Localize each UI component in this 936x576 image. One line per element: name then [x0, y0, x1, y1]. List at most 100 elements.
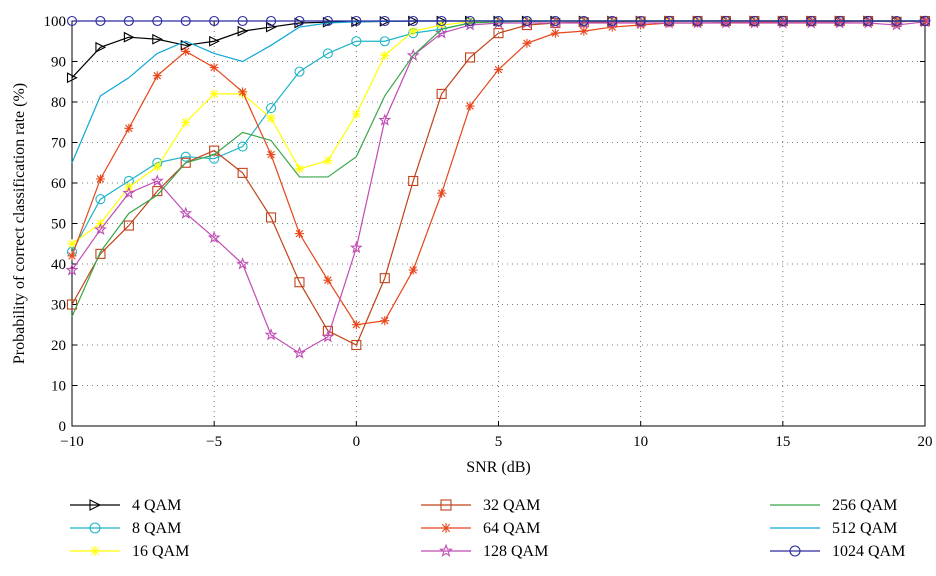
data-point: [95, 15, 106, 27]
legend-label: 128 QAM: [483, 543, 548, 560]
x-tick-label: −5: [206, 434, 222, 450]
data-point: [65, 263, 79, 276]
data-point: [66, 72, 78, 84]
data-point: [265, 15, 277, 27]
legend-label: 64 QAM: [483, 520, 540, 537]
legend-item: 16 QAM: [70, 543, 189, 560]
x-tick-label: 20: [918, 434, 933, 450]
legend-label: 1024 QAM: [832, 543, 905, 560]
y-tick-label: 30: [51, 298, 66, 314]
data-point: [918, 15, 932, 28]
data-point: [635, 15, 646, 27]
grid: [72, 21, 925, 426]
x-tick-label: 10: [633, 434, 648, 450]
legend-item: 64 QAM: [421, 520, 540, 537]
y-tick-label: 40: [51, 257, 66, 273]
data-point: [237, 141, 248, 152]
data-point: [436, 15, 447, 27]
x-axis-title: SNR (dB): [466, 459, 530, 476]
data-point: [89, 499, 102, 511]
data-point: [749, 15, 760, 27]
data-point: [493, 15, 504, 27]
data-point: [181, 46, 191, 56]
data-point: [408, 175, 419, 187]
data-point: [720, 15, 732, 27]
data-point: [67, 251, 77, 261]
data-point: [209, 63, 219, 73]
data-point: [294, 229, 304, 239]
data-point: [408, 26, 418, 36]
data-point: [265, 103, 277, 114]
data-point: [380, 50, 390, 60]
data-point: [122, 186, 136, 199]
series-64-qam: [67, 16, 930, 330]
y-tick-label: 60: [51, 176, 66, 192]
data-point: [465, 15, 476, 27]
axis-ticks: −10 −5 0 5 10 15 20 0 10 20 30 40 50 60 70 80 90 100: [44, 14, 933, 450]
legend-label: 16 QAM: [132, 543, 189, 560]
data-point: [180, 15, 191, 27]
data-point: [494, 65, 503, 75]
series-layer: [65, 15, 932, 359]
data-point: [322, 15, 333, 27]
data-point: [379, 15, 390, 27]
y-tick-label: 90: [51, 55, 66, 71]
data-point: [66, 299, 78, 310]
data-point: [550, 15, 561, 27]
legend-item: 128 QAM: [421, 543, 548, 560]
data-point: [522, 38, 532, 48]
data-point: [207, 230, 221, 244]
data-point: [550, 28, 560, 38]
data-point: [351, 320, 361, 330]
data-point: [789, 545, 801, 557]
data-point: [607, 15, 618, 27]
y-tick-label: 100: [44, 14, 67, 30]
data-point: [323, 156, 333, 166]
data-point: [94, 222, 107, 236]
data-point: [236, 257, 250, 270]
data-point: [465, 101, 475, 111]
x-tick-label: 0: [353, 434, 361, 450]
data-point: [237, 25, 249, 37]
data-point: [209, 89, 219, 99]
legend-label: 8 QAM: [132, 520, 181, 537]
data-point: [294, 164, 304, 174]
data-point: [152, 33, 164, 45]
data-point: [266, 150, 276, 160]
data-point: [237, 167, 248, 178]
data-point: [152, 15, 163, 27]
legend-label: 4 QAM: [132, 497, 181, 514]
data-point: [578, 15, 589, 27]
legend-item: 512 QAM: [770, 520, 897, 537]
data-point: [351, 36, 362, 47]
data-point: [664, 15, 675, 27]
data-point: [265, 21, 277, 33]
x-tick-label: 15: [775, 434, 790, 450]
data-point: [67, 239, 77, 249]
data-point: [95, 174, 105, 184]
y-tick-label: 50: [51, 217, 66, 233]
data-point: [378, 113, 392, 126]
y-tick-label: 20: [51, 338, 66, 354]
y-tick-label: 10: [51, 379, 66, 395]
data-point: [351, 15, 362, 27]
legend-item: 256 QAM: [770, 497, 897, 514]
data-point: [321, 330, 335, 343]
legend-label: 32 QAM: [483, 497, 540, 514]
data-point: [380, 316, 390, 326]
data-point: [266, 113, 276, 123]
data-point: [579, 26, 589, 36]
y-axis-title: Probability of correct classification ra…: [11, 83, 28, 364]
legend: 4 QAM 8 QAM 16 QAM 32 QAM 64 QAM 128 QAM 256 Q…: [70, 497, 905, 560]
data-point: [66, 15, 78, 27]
y-tick-label: 80: [51, 95, 66, 111]
data-point: [152, 162, 162, 172]
data-point: [123, 220, 134, 231]
data-point: [123, 15, 134, 27]
data-point: [408, 265, 418, 275]
series-line: [71, 20, 925, 245]
data-point: [437, 188, 447, 198]
data-point: [379, 36, 390, 47]
data-point: [180, 151, 191, 162]
